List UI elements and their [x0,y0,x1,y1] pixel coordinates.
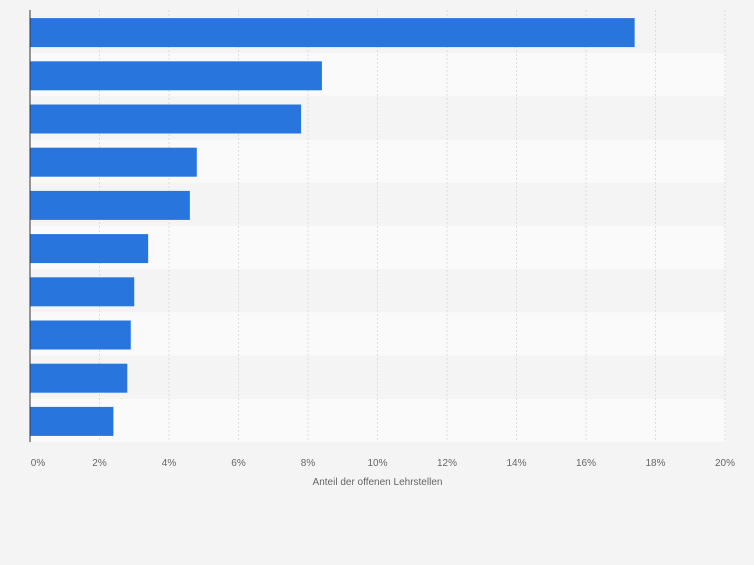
x-tick-label: 0% [31,458,46,469]
x-tick-label: 20% [715,458,735,469]
x-axis-label: Anteil der offenen Lehrstellen [313,477,443,488]
bars [30,18,635,436]
bar [30,277,135,307]
x-tick-label: 10% [367,458,387,469]
bar [30,61,322,91]
bar [30,406,114,436]
bar [30,18,635,48]
bar [30,320,131,350]
x-tick-label: 8% [301,458,316,469]
x-tick-label: 6% [231,458,246,469]
bar [30,190,190,220]
x-tick-label: 2% [92,458,107,469]
bar [30,147,197,177]
bar [30,363,128,393]
x-tick-label: 16% [576,458,596,469]
bar [30,234,149,264]
x-tick-labels: 0% 2% 4% 6% 8% 10% 12% 14% 16% 18% 20% [31,458,735,469]
x-tick-label: 14% [506,458,526,469]
x-tick-label: 4% [162,458,177,469]
x-tick-label: 12% [437,458,457,469]
bar [30,104,302,134]
x-tick-label: 18% [645,458,665,469]
